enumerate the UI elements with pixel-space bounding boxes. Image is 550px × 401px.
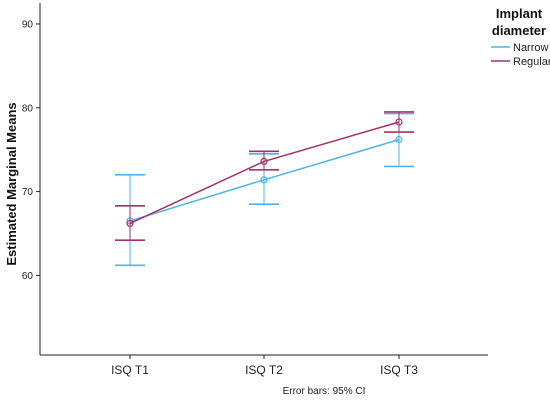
x-tick-label: ISQ T3	[380, 363, 418, 377]
narrow-point	[395, 136, 403, 144]
y-tick-label: 90	[22, 19, 34, 30]
y-tick-label: 70	[22, 187, 34, 198]
x-tick-label: ISQ T2	[245, 363, 283, 377]
y-axis-title: Estimated Marginal Means	[4, 102, 19, 265]
legend-items: Narrow Regular	[491, 42, 550, 68]
regular-point	[126, 219, 134, 228]
regular-point	[395, 118, 403, 126]
legend-label-regular: Regular	[513, 56, 550, 68]
regular-point	[260, 157, 268, 165]
series-regular	[115, 111, 414, 241]
legend-title-line1: Implant	[496, 6, 543, 21]
y-tick-label: 80	[22, 103, 34, 114]
narrow-line	[129, 138, 400, 222]
regular-line	[129, 121, 400, 225]
error-bars-footnote: Error bars: 95% CI	[283, 386, 366, 397]
x-ticks: ISQ T1 ISQ T2 ISQ T3	[111, 355, 418, 377]
legend-label-narrow: Narrow	[513, 42, 549, 54]
y-tick-label: 60	[22, 271, 34, 282]
legend-title-line2: diameter	[492, 23, 546, 38]
y-ticks: 60 70 80 90	[22, 19, 40, 282]
series-layer	[115, 111, 414, 267]
narrow-point	[260, 176, 268, 184]
legend: Implant diameter Narrow Regular	[491, 6, 550, 68]
x-tick-label: ISQ T1	[111, 363, 149, 377]
series-narrow	[115, 112, 414, 267]
